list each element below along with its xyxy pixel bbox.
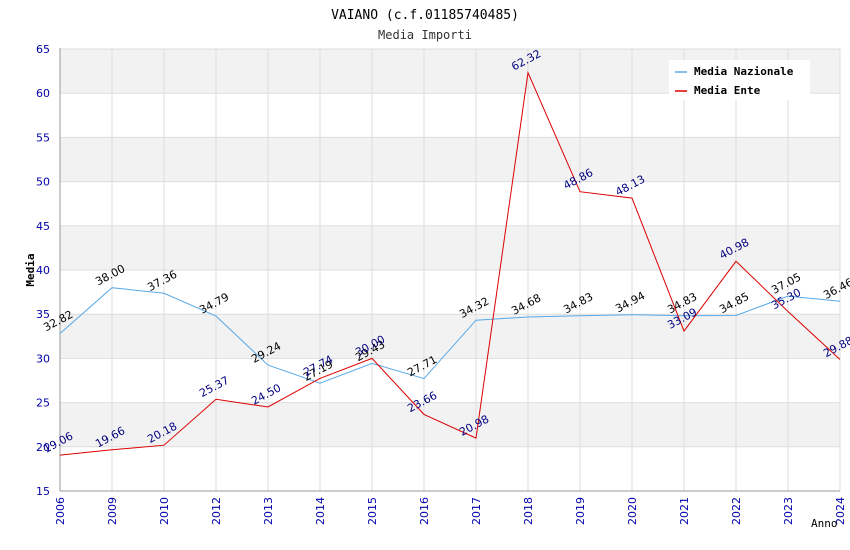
y-tick-55: 55 bbox=[36, 131, 50, 144]
band-20-25 bbox=[60, 402, 840, 447]
band-40-45 bbox=[60, 225, 840, 270]
data-label-s1-2012: 25.37 bbox=[197, 374, 231, 400]
y-tick-50: 50 bbox=[36, 176, 50, 189]
series-line-0 bbox=[59, 287, 841, 384]
x-tick-2013: 2013 bbox=[262, 497, 275, 525]
data-label-s1-2006: 19.06 bbox=[41, 429, 75, 455]
legend-label-ente: Media Ente bbox=[694, 84, 761, 97]
data-label-s0-2020: 34.94 bbox=[613, 289, 647, 315]
y-tick-15: 15 bbox=[36, 485, 50, 498]
chart-subtitle: Media Importi bbox=[378, 28, 472, 42]
axes bbox=[59, 48, 840, 492]
x-tick-2010: 2010 bbox=[158, 497, 171, 525]
chart-title: VAIANO (c.f.01185740485) bbox=[331, 8, 519, 23]
x-tick-2021: 2021 bbox=[678, 497, 691, 525]
y-tick-labels: 15 20 25 30 35 40 45 50 55 60 65 bbox=[36, 43, 50, 498]
y-tick-45: 45 bbox=[36, 220, 50, 233]
series-lines bbox=[59, 70, 841, 456]
gridlines bbox=[59, 48, 841, 492]
x-tick-2014: 2014 bbox=[314, 497, 327, 525]
background-bands bbox=[60, 49, 840, 447]
data-label-s0-2010: 37.36 bbox=[145, 268, 179, 294]
x-tick-2009: 2009 bbox=[106, 497, 119, 525]
x-tick-2016: 2016 bbox=[418, 497, 431, 525]
y-axis-label: Media bbox=[24, 253, 37, 286]
legend-box bbox=[669, 60, 810, 100]
x-tick-2020: 2020 bbox=[626, 497, 639, 525]
y-tick-25: 25 bbox=[36, 397, 50, 410]
x-tick-2012: 2012 bbox=[210, 497, 223, 525]
x-tick-2019: 2019 bbox=[574, 497, 587, 525]
y-tick-65: 65 bbox=[36, 43, 50, 56]
x-tick-2017: 2017 bbox=[470, 497, 483, 525]
y-tick-30: 30 bbox=[36, 352, 50, 365]
data-label-s0-2024: 36.46 bbox=[821, 276, 850, 302]
series-line-1 bbox=[59, 70, 841, 456]
x-tick-2018: 2018 bbox=[522, 497, 535, 525]
y-tick-60: 60 bbox=[36, 87, 50, 100]
x-axis-label: Anno bbox=[811, 517, 838, 530]
legend-label-nazionale: Media Nazionale bbox=[694, 65, 794, 78]
x-tick-labels: 2006 2009 2010 2012 2013 2014 2015 2016 2017 2018… bbox=[54, 497, 847, 525]
legend: Media Nazionale Media Ente bbox=[669, 60, 810, 100]
y-tick-40: 40 bbox=[36, 264, 50, 277]
data-label-s0-2019: 34.83 bbox=[561, 290, 595, 316]
x-tick-2015: 2015 bbox=[366, 497, 379, 525]
x-tick-2023: 2023 bbox=[782, 497, 795, 525]
data-label-s0-2012: 34.79 bbox=[197, 290, 231, 316]
band-30-35 bbox=[60, 314, 840, 359]
y-tick-35: 35 bbox=[36, 308, 50, 321]
x-tick-2024: 2024 bbox=[834, 497, 847, 525]
x-tick-2006: 2006 bbox=[54, 497, 67, 525]
band-50-55 bbox=[60, 137, 840, 182]
x-tick-2022: 2022 bbox=[730, 497, 743, 525]
y-tick-20: 20 bbox=[36, 441, 50, 454]
